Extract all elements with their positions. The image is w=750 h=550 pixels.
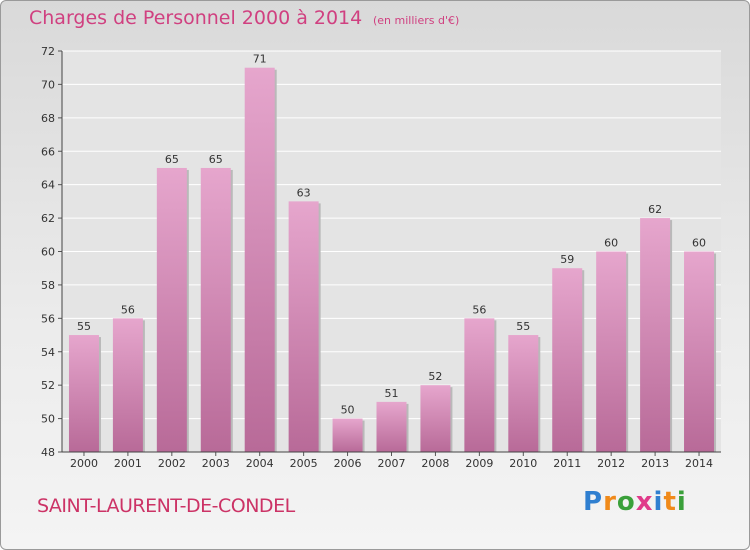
bar xyxy=(332,418,363,452)
chart-subtitle: (en milliers d'€) xyxy=(373,14,460,27)
x-tick-label: 2001 xyxy=(114,457,142,470)
bar xyxy=(244,67,275,452)
value-labels: 55 56 65 65 71 63 50 51 52 56 55 59 60 62 60 xyxy=(77,53,706,417)
y-tick-label: 62 xyxy=(41,212,55,225)
bar-value-label: 65 xyxy=(165,153,179,166)
commune-name: SAINT-LAURENT-DE-CONDEL xyxy=(37,495,295,517)
bar xyxy=(552,268,583,452)
y-tick-label: 50 xyxy=(41,413,55,426)
x-tick-label: 2008 xyxy=(421,457,449,470)
bar-value-label: 55 xyxy=(516,320,530,333)
x-tick-label: 2005 xyxy=(290,457,318,470)
y-tick-label: 68 xyxy=(41,112,55,125)
y-tick-label: 48 xyxy=(41,446,55,459)
proxiti-logo: Proxiti xyxy=(583,487,687,517)
bar xyxy=(156,167,187,453)
axes: 48 50 52 54 56 58 60 62 64 66 68 70 72 2000 2001 2002 20… xyxy=(41,45,721,470)
y-tick-label: 60 xyxy=(41,246,55,259)
x-tick-label: 2013 xyxy=(641,457,669,470)
x-tick-label: 2010 xyxy=(509,457,537,470)
bar xyxy=(596,251,627,452)
logo-letter: P xyxy=(583,487,604,517)
bar-value-label: 60 xyxy=(604,237,618,250)
x-tick-label: 2003 xyxy=(202,457,230,470)
x-tick-label: 2006 xyxy=(334,457,362,470)
y-tick-label: 64 xyxy=(41,179,55,192)
bar-value-label: 51 xyxy=(385,387,399,400)
x-tick-label: 2002 xyxy=(158,457,186,470)
x-tick-label: 2014 xyxy=(685,457,713,470)
bar-value-label: 50 xyxy=(341,404,355,417)
bar-value-label: 56 xyxy=(472,303,486,316)
bar xyxy=(288,201,319,452)
bar xyxy=(112,318,143,452)
bar-value-label: 62 xyxy=(648,203,662,216)
bar-value-label: 63 xyxy=(297,186,311,199)
x-tick-label: 2009 xyxy=(465,457,493,470)
bar xyxy=(464,318,495,452)
y-tick-label: 66 xyxy=(41,145,55,158)
y-tick-label: 58 xyxy=(41,279,55,292)
bar-value-label: 55 xyxy=(77,320,91,333)
logo-letter: o xyxy=(616,487,636,517)
x-tick-label: 2011 xyxy=(553,457,581,470)
bar xyxy=(684,251,715,452)
logo-letter: i xyxy=(653,487,664,517)
x-tick-label: 2007 xyxy=(378,457,406,470)
bar-value-label: 60 xyxy=(692,237,706,250)
bar xyxy=(420,385,451,452)
x-tick-label: 2000 xyxy=(70,457,98,470)
bar-value-label: 59 xyxy=(560,253,574,266)
x-tick-label: 2012 xyxy=(597,457,625,470)
y-tick-label: 56 xyxy=(41,312,55,325)
bar-value-label: 52 xyxy=(428,370,442,383)
bar xyxy=(68,335,99,452)
bar-value-label: 65 xyxy=(209,153,223,166)
bar xyxy=(200,167,231,453)
bar xyxy=(640,218,671,452)
x-tick-label: 2004 xyxy=(246,457,274,470)
bar xyxy=(508,335,539,452)
y-tick-label: 72 xyxy=(41,45,55,58)
y-tick-label: 54 xyxy=(41,346,55,359)
bars xyxy=(68,67,717,453)
chart-title: Charges de Personnel 2000 à 2014 xyxy=(29,7,363,29)
bar-value-label: 71 xyxy=(253,53,267,66)
y-tick-label: 70 xyxy=(41,78,55,91)
logo-letter: t xyxy=(663,487,677,517)
logo-letter: x xyxy=(635,487,654,517)
bar xyxy=(376,401,407,452)
y-tick-label: 52 xyxy=(41,379,55,392)
logo-letter: r xyxy=(603,487,617,517)
bar-value-label: 56 xyxy=(121,303,135,316)
logo-letter: i xyxy=(676,487,687,517)
